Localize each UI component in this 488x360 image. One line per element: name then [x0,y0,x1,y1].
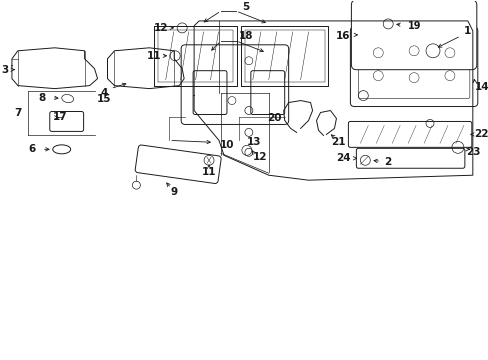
Text: 13: 13 [246,138,261,147]
Text: 2: 2 [384,157,391,167]
Text: 4: 4 [101,87,108,98]
Ellipse shape [67,114,77,121]
Text: 17: 17 [52,112,67,122]
Text: 7: 7 [14,108,21,117]
Text: 16: 16 [335,31,350,41]
Text: 11: 11 [147,51,161,61]
Text: 15: 15 [97,94,112,104]
FancyBboxPatch shape [181,45,288,125]
FancyBboxPatch shape [347,121,471,147]
Text: 22: 22 [473,129,488,139]
Text: 1: 1 [463,26,470,36]
FancyBboxPatch shape [135,145,221,184]
Text: 24: 24 [335,153,350,163]
Text: 12: 12 [252,152,266,162]
FancyBboxPatch shape [193,71,226,114]
Ellipse shape [61,95,74,103]
Ellipse shape [53,145,71,154]
FancyBboxPatch shape [50,112,83,131]
Text: 11: 11 [202,167,216,177]
Text: 18: 18 [238,31,253,41]
FancyBboxPatch shape [356,148,464,168]
Text: 8: 8 [38,93,45,103]
FancyBboxPatch shape [350,27,477,107]
Text: 12: 12 [154,23,168,33]
Text: 14: 14 [473,82,488,92]
Text: 23: 23 [466,147,480,157]
FancyBboxPatch shape [358,37,469,99]
FancyBboxPatch shape [351,0,476,70]
Text: 10: 10 [219,140,234,150]
FancyBboxPatch shape [250,71,284,114]
Text: 19: 19 [407,21,421,31]
Text: 9: 9 [170,187,178,197]
Text: 20: 20 [267,113,282,123]
Text: 21: 21 [330,138,345,147]
Text: 3: 3 [1,65,9,75]
Text: 6: 6 [28,144,36,154]
Text: 5: 5 [242,2,249,12]
